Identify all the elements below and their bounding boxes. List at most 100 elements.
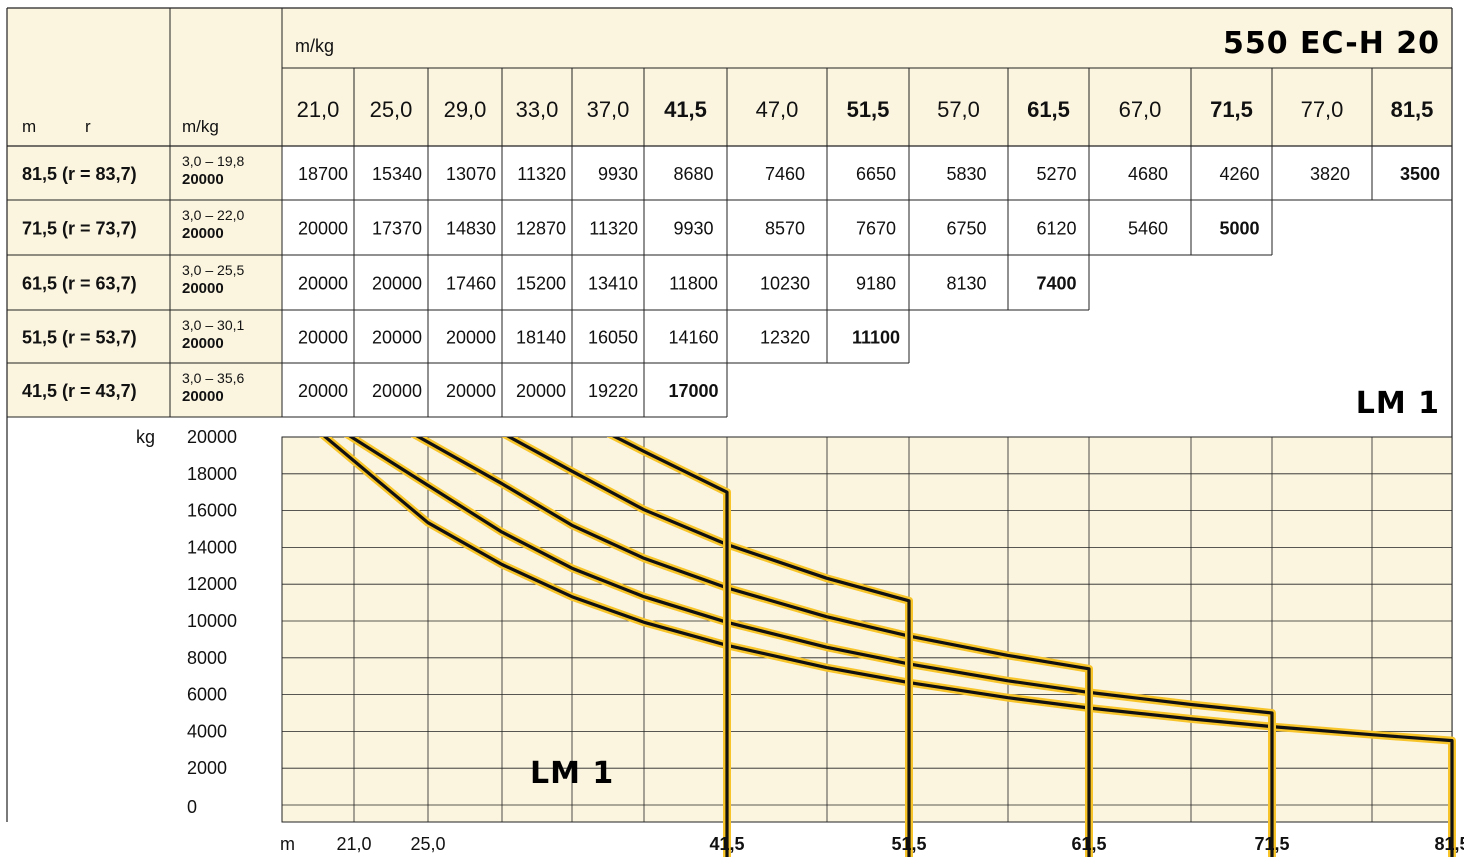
max-load-4: 20000 xyxy=(182,388,224,405)
radius-header-7: 51,5 xyxy=(847,97,890,122)
load-cell-2-4: 13410 xyxy=(588,274,638,294)
y-tick-9: 2000 xyxy=(187,758,227,778)
load-cell-4-0: 20000 xyxy=(298,381,348,401)
radius-header-1: 25,0 xyxy=(370,97,413,122)
radius-header-11: 71,5 xyxy=(1210,97,1253,122)
radius-header-4: 37,0 xyxy=(587,97,630,122)
jib-length-0: 81,5 (r = 83,7) xyxy=(22,164,137,184)
load-curve-4 xyxy=(611,437,729,857)
load-cell-1-2: 14830 xyxy=(446,219,496,239)
col-header-mkg: m/kg xyxy=(182,117,219,136)
max-load-3: 20000 xyxy=(182,335,224,352)
load-cell-0-11: 4260 xyxy=(1219,164,1259,184)
load-cell-0-13: 3500 xyxy=(1400,164,1440,184)
load-cell-3-7: 11100 xyxy=(852,328,900,348)
col-header-r: r xyxy=(85,117,91,136)
max-load-0: 20000 xyxy=(182,171,224,188)
load-cell-1-11: 5000 xyxy=(1219,219,1259,239)
table-header-bg xyxy=(7,8,1452,146)
jib-length-3: 51,5 (r = 53,7) xyxy=(22,328,137,348)
x-tick-6: 81,5 xyxy=(1434,834,1464,854)
y-tick-7: 6000 xyxy=(187,685,227,705)
range-4: 3,0 – 35,6 xyxy=(182,370,244,386)
radius-header-12: 77,0 xyxy=(1301,97,1344,122)
load-cell-2-2: 17460 xyxy=(446,274,496,294)
y-tick-3: 14000 xyxy=(187,537,237,557)
load-cell-3-1: 20000 xyxy=(372,328,422,348)
lm1-badge-table: LM 1 xyxy=(1356,386,1440,421)
range-2: 3,0 – 25,5 xyxy=(182,262,244,278)
radius-header-2: 29,0 xyxy=(444,97,487,122)
y-axis-label: kg xyxy=(136,427,155,447)
load-cell-3-6: 12320 xyxy=(760,328,810,348)
radius-header-10: 67,0 xyxy=(1119,97,1162,122)
radius-header-6: 47,0 xyxy=(756,97,799,122)
load-cell-2-8: 8130 xyxy=(946,274,986,294)
load-cell-0-7: 6650 xyxy=(856,164,896,184)
load-curve-2 xyxy=(415,437,1091,857)
radius-header-0: 21,0 xyxy=(297,97,340,122)
range-1: 3,0 – 22,0 xyxy=(182,207,244,223)
load-cell-0-9: 5270 xyxy=(1036,164,1076,184)
lm1-badge-chart: LM 1 xyxy=(530,756,614,791)
load-cell-4-1: 20000 xyxy=(372,381,422,401)
load-cell-2-1: 20000 xyxy=(372,274,422,294)
radius-header-3: 33,0 xyxy=(516,97,559,122)
jib-length-2: 61,5 (r = 63,7) xyxy=(22,274,137,294)
load-cell-2-6: 10230 xyxy=(760,274,810,294)
radius-header-13: 81,5 xyxy=(1391,97,1434,122)
max-load-1: 20000 xyxy=(182,225,224,242)
range-3: 3,0 – 30,1 xyxy=(182,317,244,333)
range-0: 3,0 – 19,8 xyxy=(182,153,244,169)
max-load-2: 20000 xyxy=(182,280,224,297)
load-cell-2-7: 9180 xyxy=(856,274,896,294)
y-tick-5: 10000 xyxy=(187,611,237,631)
load-cell-2-5: 11800 xyxy=(669,274,718,294)
unit-label: m/kg xyxy=(295,36,334,56)
load-cell-1-3: 12870 xyxy=(516,219,566,239)
load-cell-1-9: 6120 xyxy=(1036,219,1076,239)
load-cell-2-0: 20000 xyxy=(298,274,348,294)
load-cell-4-2: 20000 xyxy=(446,381,496,401)
y-tick-2: 16000 xyxy=(187,501,237,521)
load-cell-1-10: 5460 xyxy=(1128,219,1168,239)
radius-header-9: 61,5 xyxy=(1027,97,1070,122)
y-tick-8: 4000 xyxy=(187,721,227,741)
load-cell-0-12: 3820 xyxy=(1310,164,1350,184)
load-cell-0-6: 7460 xyxy=(765,164,805,184)
load-cell-0-8: 5830 xyxy=(946,164,986,184)
load-cell-2-3: 15200 xyxy=(516,274,566,294)
load-cell-4-3: 20000 xyxy=(516,381,566,401)
x-tick-4: 61,5 xyxy=(1071,834,1106,854)
table-row-label-bg xyxy=(7,146,282,417)
x-axis-label: m xyxy=(280,834,295,854)
load-curve-1 xyxy=(348,437,1274,857)
load-curve-0 xyxy=(322,437,1454,857)
x-tick-2: 41,5 xyxy=(709,834,744,854)
load-cell-1-7: 7670 xyxy=(856,219,896,239)
load-cell-0-10: 4680 xyxy=(1128,164,1168,184)
x-tick-0: 21,0 xyxy=(336,834,371,854)
jib-length-4: 41,5 (r = 43,7) xyxy=(22,381,137,401)
load-cell-3-4: 16050 xyxy=(588,328,638,348)
load-cell-1-1: 17370 xyxy=(372,219,422,239)
load-cell-2-9: 7400 xyxy=(1036,274,1076,294)
x-tick-5: 71,5 xyxy=(1254,834,1289,854)
load-cell-0-4: 9930 xyxy=(598,164,638,184)
load-cell-3-0: 20000 xyxy=(298,328,348,348)
y-tick-4: 12000 xyxy=(187,574,237,594)
load-cell-0-3: 11320 xyxy=(517,164,566,184)
radius-header-5: 41,5 xyxy=(664,97,707,122)
load-cell-4-5: 17000 xyxy=(668,381,718,401)
curves-group xyxy=(319,437,1456,857)
load-cell-4-4: 19220 xyxy=(588,381,638,401)
y-tick-10: 0 xyxy=(187,797,197,817)
load-cell-3-3: 18140 xyxy=(516,328,566,348)
radius-header-8: 57,0 xyxy=(937,97,980,122)
x-tick-1: 25,0 xyxy=(410,834,445,854)
y-tick-0: 20000 xyxy=(187,427,237,447)
col-header-m: m xyxy=(22,117,36,136)
load-cell-1-4: 11320 xyxy=(589,219,638,239)
y-tick-1: 18000 xyxy=(187,464,237,484)
